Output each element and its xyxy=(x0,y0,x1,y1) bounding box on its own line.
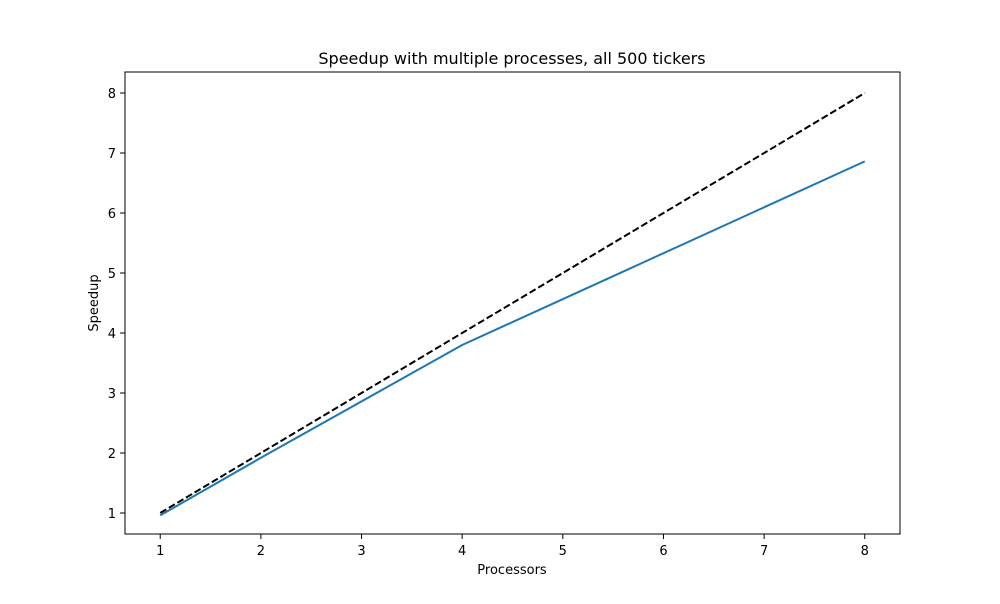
x-tick-label: 1 xyxy=(156,544,164,559)
x-tick-label: 6 xyxy=(659,544,667,559)
y-tick-label: 4 xyxy=(108,327,116,342)
y-tick-label: 1 xyxy=(108,507,116,522)
y-axis-title: Speedup xyxy=(87,274,102,331)
series-line-1 xyxy=(159,92,866,514)
x-tick-label: 4 xyxy=(458,544,466,559)
x-tick-label: 7 xyxy=(760,544,768,559)
x-axis-title: Processors xyxy=(477,563,547,578)
plot-frame xyxy=(124,71,901,535)
series-line-0 xyxy=(159,160,866,517)
plot-area: 1 2 3 4 5 6 7 8 1 2 3 4 5 6 7 8 xyxy=(108,71,901,559)
y-tick-label: 2 xyxy=(108,447,116,462)
y-tick-label: 7 xyxy=(108,147,116,162)
y-tick-label: 5 xyxy=(108,267,116,282)
x-tick-label: 2 xyxy=(257,544,265,559)
y-tick-label: 3 xyxy=(108,387,116,402)
y-tick-label: 8 xyxy=(108,87,116,102)
x-tick-label: 8 xyxy=(861,544,869,559)
x-tick-label: 5 xyxy=(559,544,567,559)
x-tick-label: 3 xyxy=(357,544,365,559)
y-tick-label: 6 xyxy=(108,207,116,222)
chart-title: Speedup with multiple processes, all 500… xyxy=(318,49,705,68)
